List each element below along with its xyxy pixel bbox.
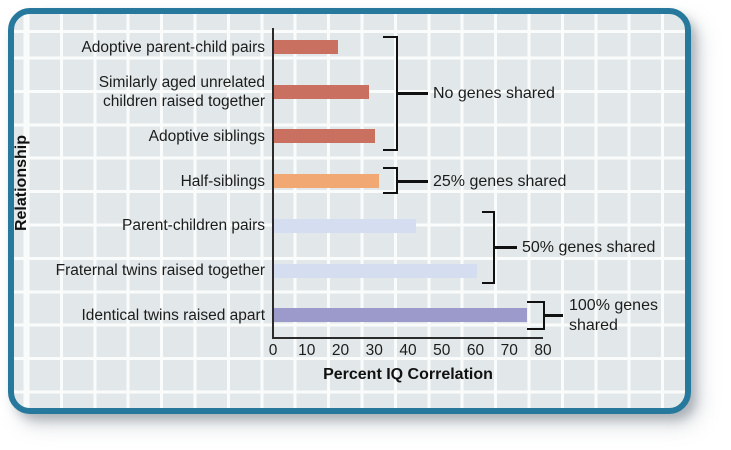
annotation-100-genes: 100% genes shared [569,297,658,334]
x-tick-label: 20 [331,342,350,359]
bracket-no-genes [383,36,398,151]
annotation-25-genes: 25% genes shared [433,173,567,190]
x-tick-label: 60 [466,342,485,359]
category-label: Adoptive siblings [148,127,265,145]
bracket-no-genes-connector [397,92,428,95]
x-tick-label: 80 [534,342,552,359]
x-tick-label: 70 [500,342,518,359]
bar [274,263,477,278]
x-axis-title: Percent IQ Correlation [323,366,493,383]
category-label: Parent-children pairs [121,217,265,235]
y-axis-title: Relationship [13,135,30,232]
bracket-100-genes [527,301,545,330]
x-tick-label: 50 [433,342,451,359]
category-label: Fraternal twins raised together [55,262,265,279]
category-label: Half-siblings [180,172,265,190]
x-tick-label: 40 [399,342,417,359]
x-axis-line [272,337,543,339]
bar [274,84,369,99]
bar [274,218,416,233]
bracket-25-genes [383,167,398,194]
bar [274,129,376,144]
bracket-50-genes-connector [494,246,517,249]
x-tick-label: 30 [365,342,383,359]
category-label: Adoptive parent-child pairs [81,38,265,56]
bar [274,40,339,54]
annotation-no-genes: No genes shared [433,85,555,102]
y-axis-line [272,28,274,339]
x-tick-label: 0 [268,342,278,359]
bar [274,174,379,189]
bracket-25-genes-connector [397,180,428,183]
x-tick-label: 10 [298,342,316,359]
category-label: Similarly aged unrelated children raised… [98,73,265,110]
category-label: Identical twins raised apart [81,306,265,324]
bracket-100-genes-connector [544,314,563,317]
figure-frame [8,8,691,414]
annotation-50-genes: 50% genes shared [522,239,656,256]
bar [274,308,528,323]
